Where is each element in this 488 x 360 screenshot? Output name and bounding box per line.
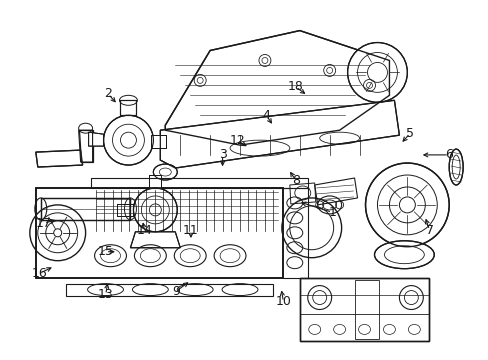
Text: 7: 7 [425, 224, 433, 237]
Text: 9: 9 [172, 285, 180, 298]
Ellipse shape [374, 241, 433, 269]
Polygon shape [149, 175, 161, 188]
Polygon shape [120, 100, 136, 115]
Text: 6: 6 [444, 148, 452, 161]
Text: 15: 15 [98, 245, 113, 258]
Text: 14: 14 [137, 224, 152, 237]
Text: 3: 3 [218, 148, 226, 161]
Ellipse shape [448, 149, 462, 185]
Polygon shape [165, 31, 388, 145]
Circle shape [365, 163, 448, 247]
Polygon shape [88, 132, 103, 146]
Text: 1: 1 [327, 206, 335, 219]
Text: 13: 13 [98, 288, 113, 301]
Ellipse shape [153, 164, 177, 180]
Text: 10: 10 [275, 296, 291, 309]
Text: 11: 11 [183, 224, 199, 237]
Text: 17: 17 [36, 216, 52, 230]
Text: 8: 8 [291, 174, 299, 186]
Text: 18: 18 [287, 80, 303, 93]
Text: 2: 2 [104, 87, 112, 100]
Polygon shape [36, 150, 82, 167]
Text: 5: 5 [406, 127, 413, 140]
Text: 16: 16 [32, 267, 48, 280]
Polygon shape [36, 188, 282, 278]
Circle shape [103, 115, 153, 165]
Polygon shape [79, 130, 92, 162]
Circle shape [133, 188, 177, 232]
Polygon shape [117, 204, 133, 216]
Text: 12: 12 [229, 134, 244, 147]
Circle shape [347, 42, 407, 102]
Polygon shape [151, 135, 166, 148]
Polygon shape [130, 232, 180, 248]
Polygon shape [160, 100, 399, 168]
Polygon shape [299, 278, 428, 341]
Text: 4: 4 [262, 109, 270, 122]
Polygon shape [41, 198, 130, 220]
